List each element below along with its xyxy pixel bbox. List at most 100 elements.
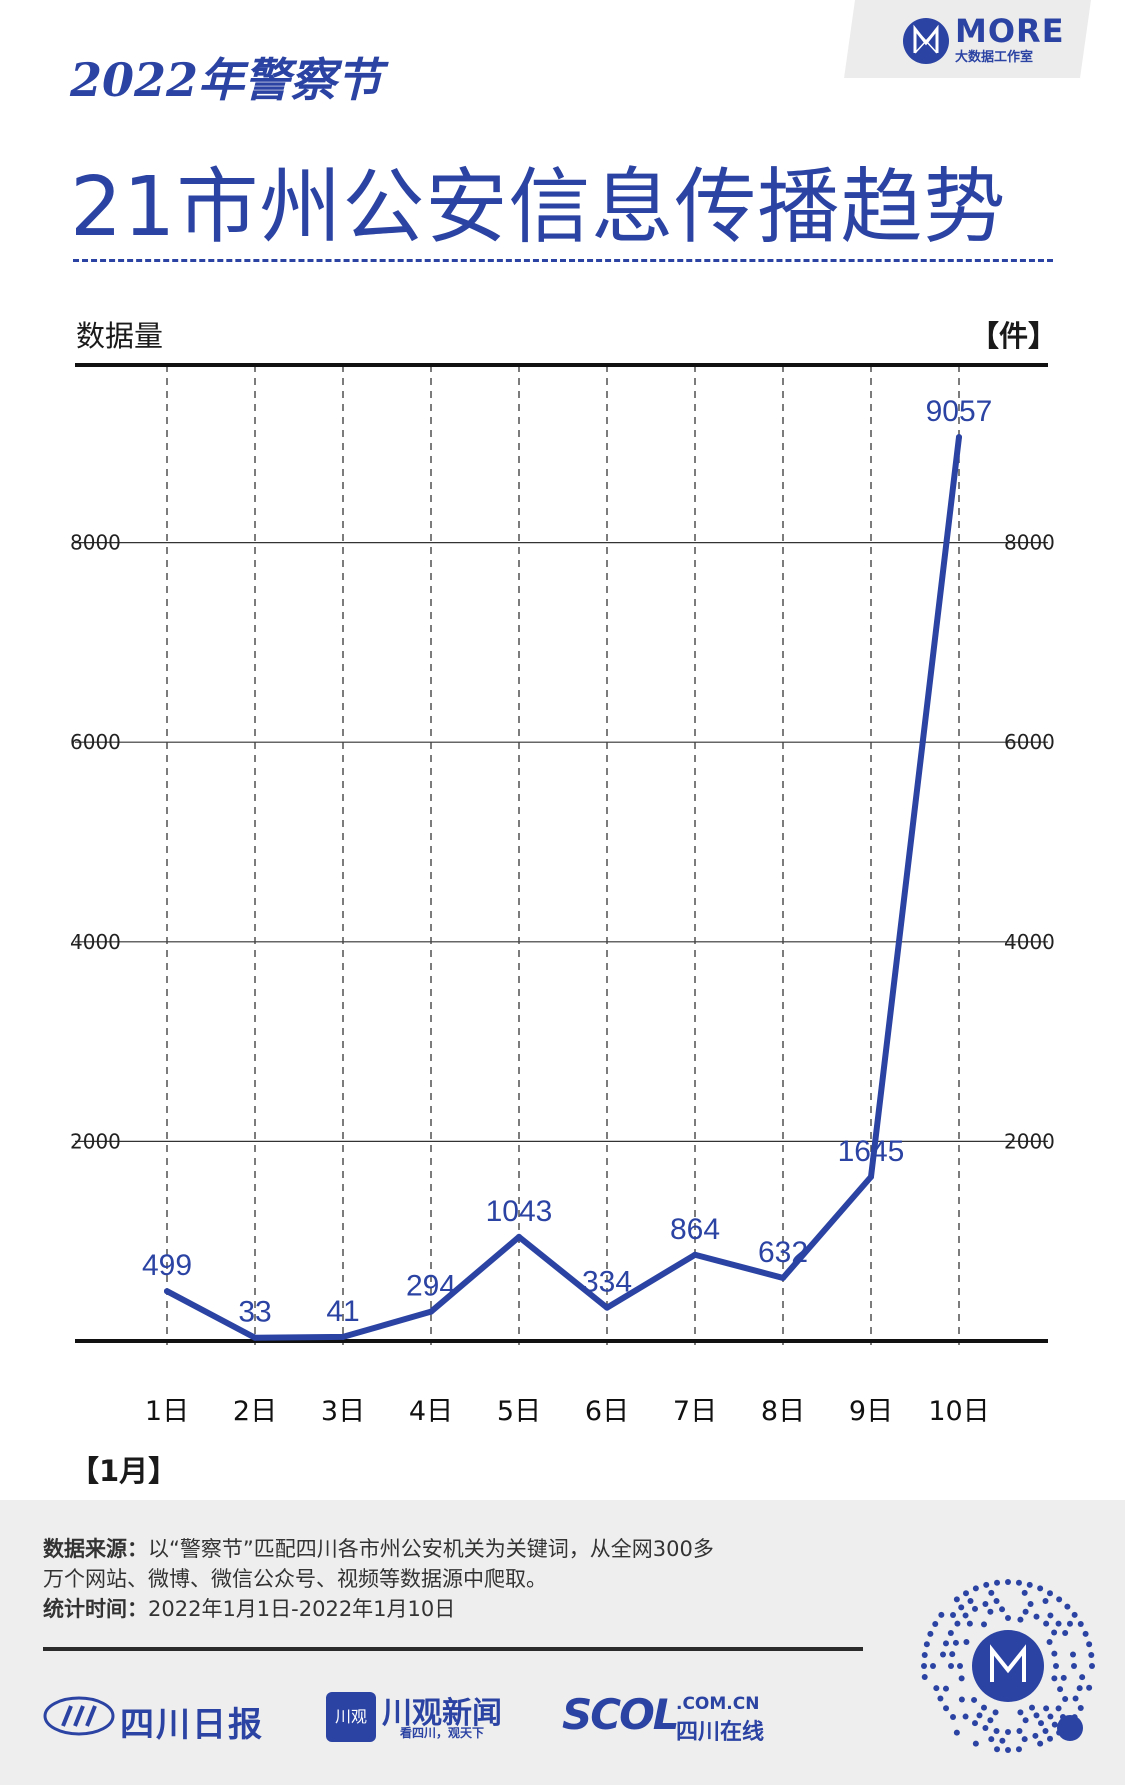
period-text: 2022年1月1日-2022年1月10日 <box>148 1597 456 1621</box>
qr-dot <box>1022 1608 1029 1615</box>
qr-dot <box>1015 1579 1022 1586</box>
qr-dot <box>1053 1663 1059 1669</box>
qr-dot <box>1016 1727 1023 1734</box>
qr-dot <box>1069 1651 1076 1658</box>
qr-dot <box>963 1590 969 1597</box>
qr-dot <box>1046 1639 1053 1645</box>
qr-dot <box>1062 1630 1069 1636</box>
qr-dot <box>1077 1705 1084 1711</box>
qr-dot <box>1005 1747 1011 1753</box>
qr-dot <box>1066 1620 1073 1627</box>
qr-dot <box>981 1704 987 1711</box>
data-point <box>340 1333 346 1340</box>
qr-dot <box>993 1727 1000 1734</box>
qr-dot <box>953 1596 960 1603</box>
qr-dot <box>988 1589 995 1596</box>
qr-dot <box>940 1651 947 1658</box>
y-axis-unit: 【件】 <box>970 319 1058 353</box>
qr-dot <box>981 1621 987 1628</box>
qr-dot <box>953 1729 960 1736</box>
brand-chuanguan: 川观新闻 <box>382 1696 502 1731</box>
qr-dot <box>1076 1685 1083 1692</box>
qr-dot <box>1047 1612 1054 1619</box>
qr-dot <box>1042 1727 1049 1734</box>
qr-dot <box>949 1651 956 1658</box>
sichuan-daily-logo-icon <box>43 1696 115 1736</box>
qr-dot <box>950 1714 957 1721</box>
qr-dot <box>1037 1740 1044 1747</box>
qr-dot <box>1038 1720 1044 1727</box>
qr-dot <box>972 1605 978 1612</box>
page-title: 21市州公安信息传播趋势 <box>70 160 1007 255</box>
page-kicker: 2022年警察节 <box>70 53 383 107</box>
qr-dot <box>971 1696 978 1703</box>
qr-dot <box>1089 1663 1095 1669</box>
qr-dot <box>957 1663 963 1669</box>
data-line <box>164 434 962 1341</box>
qr-dot <box>1017 1709 1024 1716</box>
source-note-line-2: 万个网站、微博、微信公众号、视频等数据源中爬取。 <box>43 1567 547 1591</box>
qr-dot <box>1027 1600 1034 1607</box>
qr-dot <box>1086 1641 1093 1648</box>
data-point <box>956 434 962 441</box>
qr-dot <box>972 1585 979 1592</box>
brand-scol-domain: .COM.CN <box>676 1694 760 1714</box>
qr-dot <box>1055 1620 1062 1627</box>
x-tick-label: 4日 <box>409 1396 453 1427</box>
logo-word: MORE <box>955 12 1065 50</box>
qr-dot <box>1077 1621 1084 1627</box>
qr-dot <box>942 1685 949 1692</box>
more-logo-icon <box>903 18 949 64</box>
qr-dot <box>1047 1590 1053 1597</box>
x-tick-label: 3日 <box>321 1396 365 1427</box>
qr-dot <box>1086 1684 1093 1691</box>
qr-dot <box>927 1630 934 1637</box>
qr-dot <box>994 1579 1001 1586</box>
qr-dot <box>962 1713 969 1720</box>
qr-dot <box>1015 1746 1022 1753</box>
qr-dot <box>933 1685 940 1692</box>
qr-dot <box>1088 1652 1095 1659</box>
brand-sichuan-daily: 四川日报 <box>120 1705 264 1745</box>
qr-dot <box>943 1705 950 1712</box>
source-label: 数据来源： <box>43 1537 148 1561</box>
data-label: 1645 <box>838 1135 905 1168</box>
period-label: 统计时间： <box>43 1597 148 1621</box>
qr-dot <box>942 1640 949 1647</box>
footer-panel <box>0 1500 1125 1785</box>
data-point <box>604 1304 610 1311</box>
qr-dot <box>923 1641 930 1648</box>
data-label: 499 <box>142 1249 192 1282</box>
data-label: 294 <box>406 1270 456 1303</box>
data-point <box>868 1173 874 1180</box>
data-point <box>164 1288 170 1295</box>
x-tick-label: 7日 <box>673 1396 717 1427</box>
y-tick-label-right: 6000 <box>1004 730 1055 754</box>
y-tick-label-left: 8000 <box>70 531 121 555</box>
qr-dot <box>1062 1696 1069 1702</box>
qr-dot <box>967 1598 974 1605</box>
qr-dot <box>982 1600 989 1607</box>
x-axis-unit: 【1月】 <box>70 1454 178 1488</box>
qr-dot <box>1071 1663 1077 1669</box>
chuanguan-badge-icon: 川观 <box>326 1692 376 1742</box>
source-note: 数据来源：以“警察节”匹配四川各市州公安机关为关键词，从全网300多 <box>43 1534 714 1564</box>
x-tick-label: 10日 <box>928 1396 989 1427</box>
source-text-line-1: 以“警察节”匹配四川各市州公安机关为关键词，从全网300多 <box>148 1537 714 1561</box>
footer-divider <box>43 1647 863 1651</box>
line-chart: 2000 2000 4000 4000 6000 6000 8000 8000 1日 2日 3日 4日… <box>70 363 1055 1427</box>
qr-dot <box>1051 1650 1058 1657</box>
qr-dot <box>1079 1674 1086 1681</box>
qr-dot <box>972 1720 978 1727</box>
qr-dot <box>988 1736 995 1743</box>
qr-dot <box>952 1639 959 1646</box>
qr-dot <box>999 1737 1006 1744</box>
qr-dot <box>987 1608 994 1615</box>
qr-dot <box>1055 1705 1062 1712</box>
qr-dot <box>1021 1589 1028 1596</box>
qr-dot <box>1051 1721 1058 1728</box>
x-tick-label: 2日 <box>233 1396 277 1427</box>
qr-dot <box>1005 1729 1011 1735</box>
qr-dot <box>1042 1598 1049 1605</box>
qr-dot <box>958 1675 965 1682</box>
